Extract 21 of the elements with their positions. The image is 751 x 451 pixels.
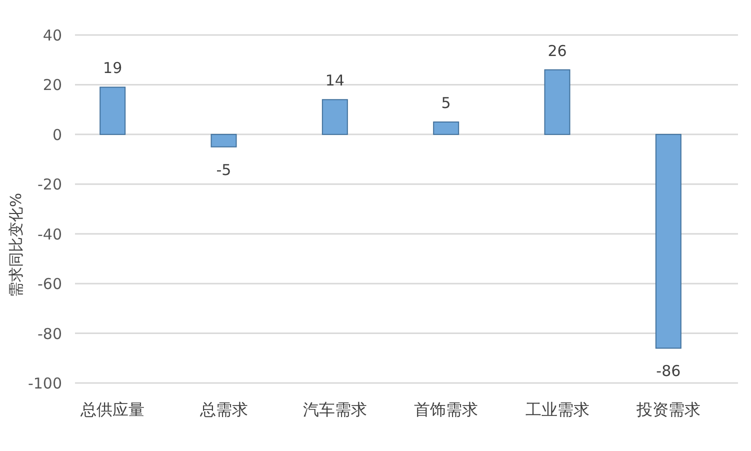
y-tick-label: 40 [42,26,62,44]
y-tick-label: 0 [52,126,62,144]
data-label: 19 [103,59,122,78]
x-tick-label: 工业需求 [525,400,590,419]
x-tick-label: 总供应量 [80,400,145,419]
y-tick-label: 20 [42,76,62,94]
y-tick-label: -100 [28,374,62,392]
data-label: 26 [548,42,567,60]
x-tick-label: 汽车需求 [302,400,367,419]
y-axis-title: 需求同比变化% [7,192,25,298]
data-label: -5 [216,160,232,179]
data-label: 5 [441,94,451,112]
x-tick-label: 总需求 [200,400,248,419]
data-label: -86 [656,362,681,380]
data-label: 14 [325,72,344,90]
y-tick-label: -80 [38,324,62,343]
y-tick-label: -60 [38,275,62,294]
x-tick-label: 首饰需求 [414,400,478,419]
y-tick-label: -40 [38,225,62,244]
x-tick-label: 投资需求 [636,400,700,419]
y-tick-label: -20 [38,176,62,194]
